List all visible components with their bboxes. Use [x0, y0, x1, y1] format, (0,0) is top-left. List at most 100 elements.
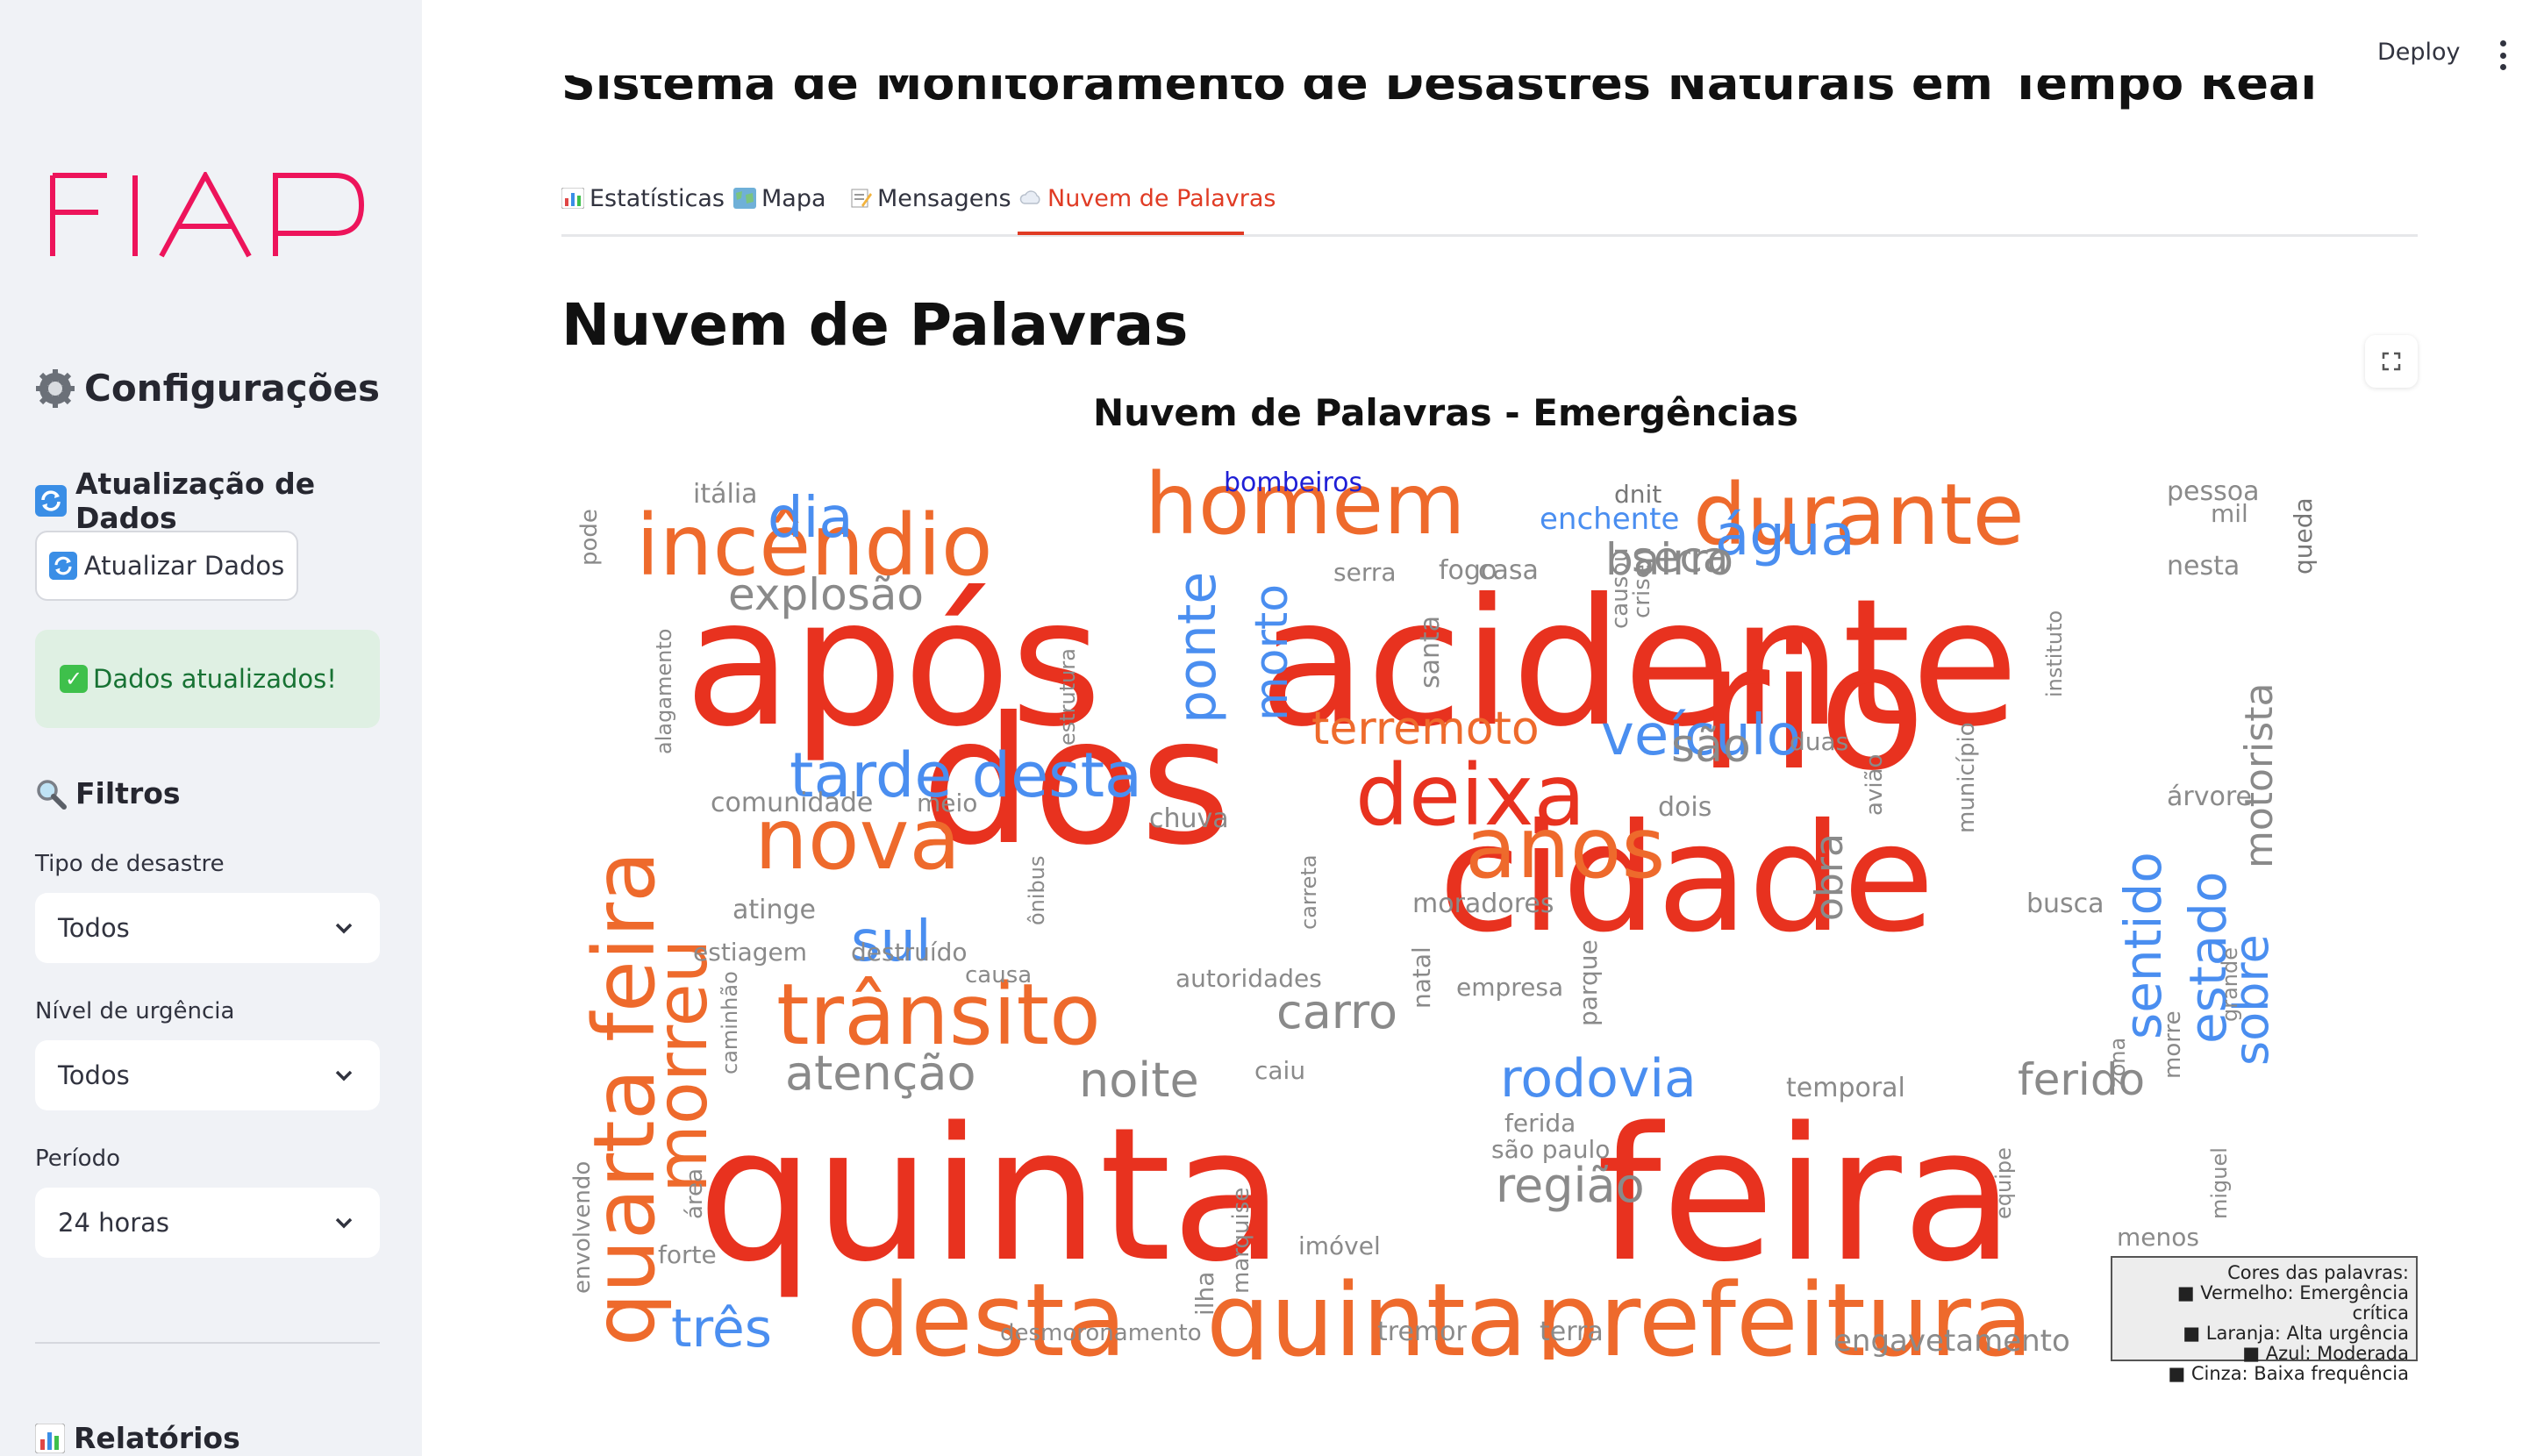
wordcloud-word: ponte	[1167, 572, 1228, 724]
cloud-icon	[1019, 190, 1040, 204]
filter-label-disaster-type: Tipo de desastre	[35, 851, 225, 877]
wordcloud-small-word: nesta	[2167, 551, 2240, 582]
wordcloud-word: acidente	[1259, 561, 2019, 766]
wordcloud-word: deixa	[1355, 746, 1585, 845]
legend-item-gray: ■ Cinza: Baixa frequência	[2168, 1363, 2409, 1384]
wordcloud-word: bombeiros	[1224, 467, 1362, 498]
wordcloud-figure: Nuvem de Palavras - Emergências quinta fe…	[561, 377, 2418, 1360]
wordcloud-small-word: destruído	[851, 938, 968, 967]
wordcloud-small-word: natal	[1407, 946, 1436, 1009]
filter-label-urgency: Nível de urgência	[35, 998, 235, 1024]
wordcloud-small-word: dnit	[1614, 480, 1661, 509]
wordcloud-small-word: itália	[693, 479, 758, 510]
tab-mensagens[interactable]: Mensagens	[849, 181, 1011, 216]
refresh-icon	[48, 552, 77, 580]
wordcloud-small-word: estiagem	[693, 938, 807, 967]
wordcloud-small-word: causa	[965, 962, 1032, 989]
chevron-down-icon	[335, 1217, 353, 1229]
wordcloud-title: Nuvem de Palavras - Emergências	[1092, 391, 1799, 434]
legend-item-blue: ■ Azul: Moderada	[2242, 1343, 2409, 1364]
wordcloud-small-word: duas	[1790, 727, 1848, 756]
wordcloud-word: noite	[1079, 1053, 1199, 1108]
sidebar-divider	[35, 1342, 380, 1344]
main-menu-kebab-icon[interactable]	[2497, 40, 2509, 70]
tab-estatisticas[interactable]: Estatísticas	[561, 181, 725, 216]
filter-label-period: Período	[35, 1146, 120, 1172]
wordcloud-small-word: área	[682, 1168, 708, 1219]
wordcloud-small-word: caminhão	[718, 971, 742, 1074]
wordcloud-word: nova	[754, 790, 961, 889]
period-select[interactable]: 24 horas	[35, 1188, 380, 1258]
wordcloud-small-word: estrutura	[1055, 648, 1080, 746]
wordcloud-word: rio	[1697, 605, 1926, 810]
wordcloud-small-word: carreta	[1297, 854, 1321, 930]
legend-item-red: ■ Vermelho: Emergência crítica	[2176, 1282, 2409, 1324]
wordcloud-small-word: avião	[1862, 754, 1888, 816]
fullscreen-icon[interactable]	[2365, 335, 2418, 388]
legend-item-orange: ■ Laranja: Alta urgência	[2183, 1323, 2409, 1344]
wordcloud-word: região	[1496, 1158, 1645, 1213]
wordcloud-small-word: ferida	[1504, 1109, 1576, 1138]
chevron-down-icon	[335, 923, 353, 934]
wordcloud-small-word: comunidade	[711, 788, 873, 818]
filters-title: Filtros	[35, 776, 181, 810]
deploy-button[interactable]: Deploy	[2377, 39, 2461, 66]
wordcloud-small-word: ilha	[1190, 1272, 1219, 1316]
wordcloud-word: água	[1715, 503, 1855, 568]
refresh-icon	[35, 485, 67, 517]
wordcloud-word: tarde desta	[790, 739, 1142, 811]
active-tab-indicator	[1018, 232, 1244, 235]
reports-title: Relatórios	[35, 1421, 240, 1455]
wordcloud-word: atenção	[785, 1046, 976, 1101]
wordcloud-small-word: caiu	[1254, 1056, 1305, 1085]
wordcloud-small-word: miguel	[2207, 1147, 2232, 1219]
wordcloud-small-word: envolvendo	[569, 1161, 596, 1294]
wordcloud-word: estado	[2178, 872, 2238, 1045]
wordcloud-small-word: desmoronamento	[1000, 1320, 1202, 1346]
wordcloud-word: explosão	[728, 569, 924, 620]
wordcloud-small-word: casa	[1478, 555, 1539, 586]
wordcloud-small-word: ônibus	[1025, 855, 1049, 925]
wordcloud-small-word: forte	[658, 1240, 717, 1269]
wordcloud-word: carro	[1276, 984, 1397, 1039]
section-title: Nuvem de Palavras	[561, 291, 1189, 359]
wordcloud-small-word: árvore	[2167, 782, 2252, 812]
wordcloud-small-word: serra	[1333, 558, 1397, 587]
wordcloud-small-word: imóvel	[1298, 1231, 1381, 1260]
wordcloud-small-word: terra	[1540, 1317, 1604, 1347]
legend-title: Cores das palavras:	[2227, 1262, 2409, 1283]
wordcloud-word: ferido	[2018, 1054, 2145, 1105]
wordcloud-small-word: pode	[576, 509, 603, 566]
disaster-type-select[interactable]: Todos	[35, 893, 380, 963]
wordcloud-small-word: instituto	[2042, 610, 2067, 697]
wordcloud-word: seca	[1632, 533, 1728, 582]
wordcloud-word: após	[684, 561, 1102, 766]
update-data-button[interactable]: Atualizar Dados	[35, 531, 298, 601]
fiap-logo	[50, 172, 365, 258]
wordcloud-word: quarta feira	[575, 851, 674, 1346]
wordcloud-small-word: pessoa	[2167, 476, 2260, 507]
color-legend: Cores das palavras: ■ Vermelho: Emergênc…	[2111, 1256, 2418, 1384]
wordcloud-word: trânsito	[776, 966, 1101, 1064]
bar-chart-icon	[561, 188, 584, 209]
wordcloud-word: feira	[1597, 1088, 2015, 1303]
urgency-level-select[interactable]: Todos	[35, 1040, 380, 1110]
tab-bar: Estatísticas Mapa Mensagens Nuvem de Pal…	[561, 167, 2418, 237]
wordcloud-word: engavetamento	[1833, 1324, 2070, 1359]
wordcloud-small-word: tremor	[1377, 1317, 1467, 1347]
wordcloud-word: homem	[1145, 455, 1466, 553]
wordcloud-word: cidade	[1439, 792, 1934, 966]
gear-icon	[35, 368, 75, 409]
wordcloud-word: dos	[921, 680, 1232, 884]
tab-nuvem-de-palavras[interactable]: Nuvem de Palavras	[1019, 181, 1276, 216]
wordcloud-small-word: mil	[2211, 499, 2248, 528]
wordcloud-word: são	[1671, 720, 1751, 773]
wordcloud-word: dia	[768, 486, 854, 551]
tab-mapa[interactable]: Mapa	[733, 181, 826, 216]
page-title: Sistema de Monitoramento de Desastres Na…	[561, 75, 2318, 111]
wordcloud-small-word: são paulo	[1491, 1135, 1610, 1164]
wordcloud-word: morreu	[641, 939, 723, 1193]
wordcloud-small-word: parque	[1574, 939, 1603, 1026]
sidebar: Configurações Atualização de Dados Atual…	[0, 0, 422, 1456]
update-section-title: Atualização de Dados	[35, 467, 422, 535]
